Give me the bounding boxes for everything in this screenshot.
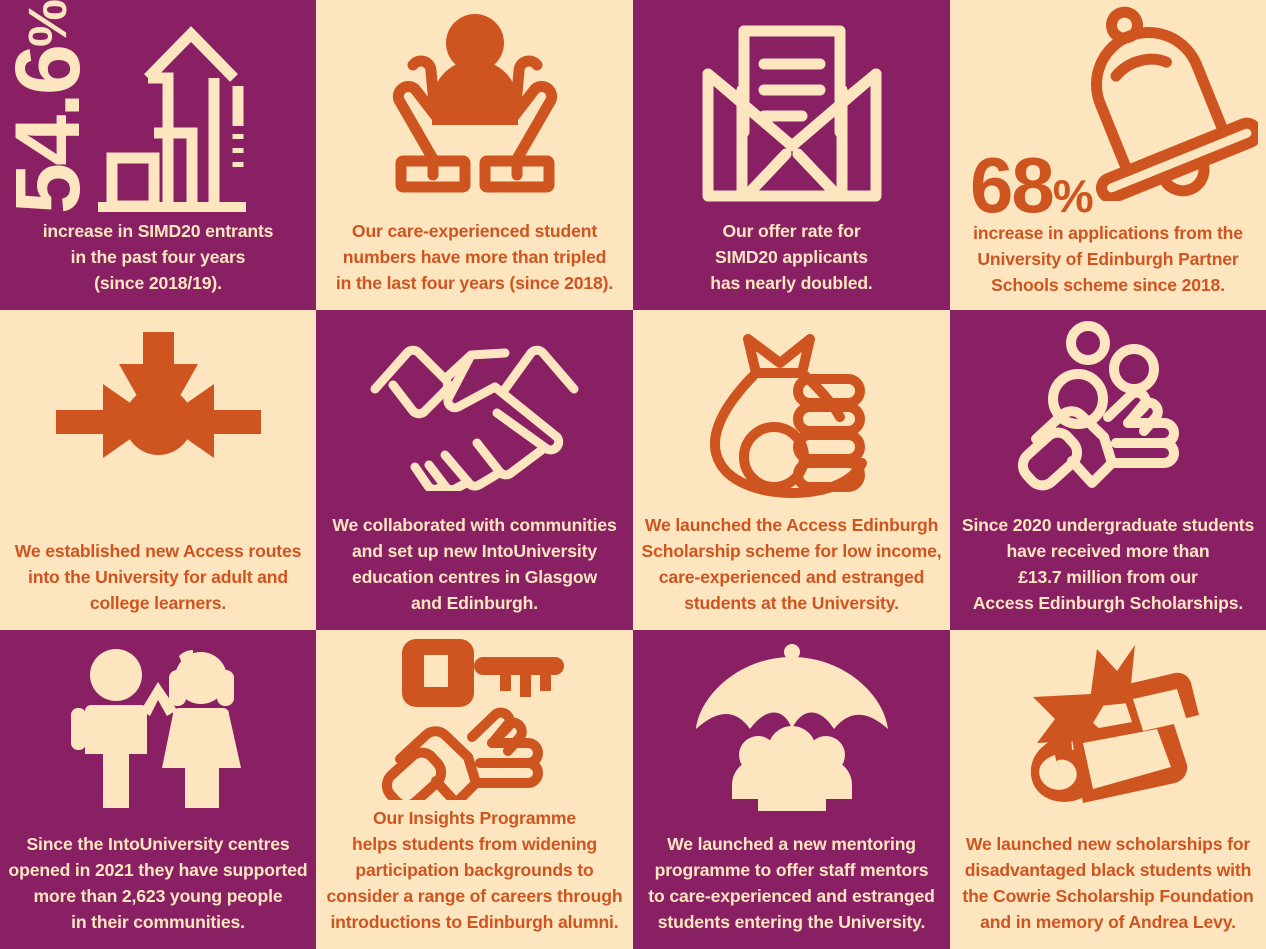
stat-card-access-routes-adult-college: We established new Access routes into th… — [0, 310, 316, 630]
stat-card-cowrie-scholarships: We launched new scholarships for disadva… — [950, 630, 1266, 949]
stat-card-insights-programme: Our Insights Programme helps students fr… — [316, 630, 633, 949]
money-bag-coins-icon — [639, 310, 944, 512]
hands-holding-person-icon — [322, 0, 627, 218]
umbrella-over-people-icon — [639, 630, 944, 831]
converging-arrows-icon — [6, 310, 310, 538]
stat-card-care-experienced-students: Our care-experienced student numbers hav… — [316, 0, 633, 310]
stat-value-68: 68% — [970, 140, 1094, 229]
diploma-scroll-icon — [956, 630, 1260, 831]
caption: Since the IntoUniversity centres opened … — [8, 833, 308, 932]
caption: increase in SIMD20 entrants in the past … — [42, 220, 274, 293]
caption: We launched the Access Edinburgh Scholar… — [641, 514, 942, 613]
stat-card-intouniversity-young-people: Since the IntoUniversity centres opened … — [0, 630, 316, 949]
caption: increase in applications from the Univer… — [973, 222, 1243, 295]
caption: Our offer rate for SIMD20 applicants has… — [710, 220, 873, 293]
stat-card-partner-schools-applications: 68% increase in applications from the Un… — [950, 0, 1266, 310]
handshake-icon — [322, 310, 627, 512]
caption: We established new Access routes into th… — [14, 540, 302, 613]
stat-card-scholarship-funding-total: Since 2020 undergraduate students have r… — [950, 310, 1266, 630]
stat-card-simd20-entrants: 54.6% — [0, 0, 316, 310]
hand-with-coins-icon — [956, 310, 1260, 512]
stat-card-access-edinburgh-scholarship: We launched the Access Edinburgh Scholar… — [633, 310, 950, 630]
stat-card-mentoring-programme: We launched a new mentoring programme to… — [633, 630, 950, 949]
stat-card-intouniversity-centres: We collaborated with communities and set… — [316, 310, 633, 630]
caption: Since 2020 undergraduate students have r… — [961, 514, 1255, 613]
key-in-hand-icon — [322, 630, 627, 805]
stat-value-546: 54.6% — [0, 1, 99, 214]
open-envelope-letter-icon — [639, 0, 944, 218]
two-children-icon — [6, 630, 310, 831]
caption: Our Insights Programme helps students fr… — [326, 807, 623, 932]
caption: We launched a new mentoring programme to… — [648, 833, 935, 932]
bell-icon: 68% — [954, 0, 1262, 224]
caption: Our care-experienced student numbers hav… — [335, 220, 614, 293]
stat-card-offer-rate-simd20: Our offer rate for SIMD20 applicants has… — [633, 0, 950, 310]
caption: We launched new scholarships for disadva… — [962, 833, 1254, 932]
bar-chart-growth-arrow-icon: 54.6% — [0, 0, 313, 218]
caption: We collaborated with communities and set… — [332, 514, 617, 613]
